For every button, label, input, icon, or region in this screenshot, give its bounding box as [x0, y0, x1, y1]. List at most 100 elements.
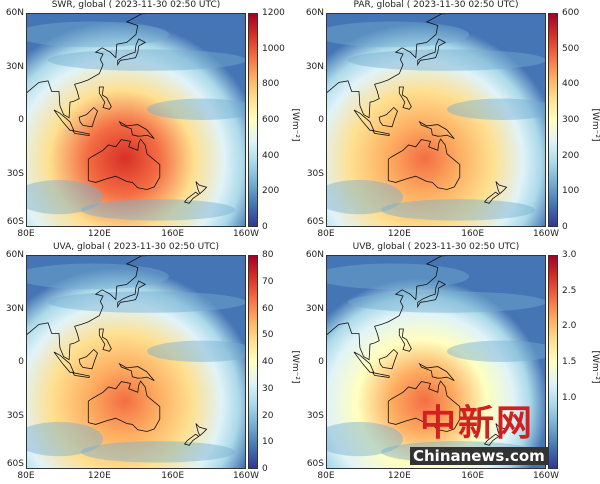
new-zealand-north-outline	[495, 181, 508, 195]
panel-title: UVA, global ( 2023-11-30 02:50 UTC)	[52, 242, 220, 252]
cloud-band	[326, 421, 403, 457]
y-tick-label: 30N	[305, 303, 324, 314]
cloud-band	[326, 21, 469, 48]
java-outline	[371, 130, 390, 136]
y-tick-label: 60S	[6, 459, 24, 469]
x-tick-label: 120E	[387, 471, 411, 481]
colorbar-tick-label: 70	[262, 276, 274, 287]
java-outline	[71, 130, 90, 136]
watermark-logo: 中新网	[420, 402, 535, 444]
y-tick-label: 30S	[6, 168, 24, 179]
x-tick-label: 80E	[317, 229, 335, 239]
colorbar-tick-label: 1.5	[562, 357, 577, 367]
y-tick-label: 30N	[305, 61, 324, 72]
cloud-band	[48, 291, 246, 313]
new-zealand-south-outline	[183, 191, 200, 204]
colorbar	[548, 255, 558, 469]
map-panel-uvb: UVB, global ( 2023-11-30 02:50 UTC) 1.0 1.…	[300, 242, 600, 484]
colorbar-tick-label: 600	[562, 8, 580, 18]
borneo-outline	[378, 348, 398, 370]
java-outline	[71, 372, 90, 378]
colorbar	[248, 13, 258, 227]
map-frame	[26, 13, 246, 227]
x-tick-label: 160E	[461, 471, 485, 481]
colorbar-tick-label: 10	[262, 437, 274, 448]
x-tick-label: 80E	[17, 471, 35, 481]
x-tick-label: 80E	[17, 229, 35, 239]
colorbar-tick-label: 300	[562, 115, 580, 125]
irradiance-field	[26, 255, 246, 469]
x-tick-label: 160W	[232, 229, 260, 239]
map-frame	[26, 255, 246, 469]
colorbar-tick-label: 40	[262, 357, 274, 367]
x-tick-label: 160E	[461, 229, 485, 239]
japan-outline	[417, 38, 447, 67]
x-tick-label: 120E	[387, 229, 411, 239]
colorbar-tick-label: 20	[262, 410, 274, 421]
new-guinea-outline	[118, 362, 155, 382]
colorbar-tick-label: 60	[262, 303, 274, 314]
colorbar-tick-label: 400	[262, 150, 280, 161]
australia-outline	[87, 138, 161, 190]
colorbar-tick-label: 1.0	[562, 392, 577, 403]
philippines-outline	[98, 328, 112, 352]
new-guinea-outline	[418, 362, 455, 382]
australia-outline	[87, 380, 161, 432]
colorbar-tick-label: 2.0	[562, 321, 577, 332]
map-frame	[326, 13, 546, 227]
y-tick-label: 0	[18, 115, 24, 125]
x-tick-label: 160W	[232, 471, 260, 481]
irradiance-field	[26, 13, 246, 227]
japan-outline	[117, 38, 147, 67]
cloud-band	[326, 263, 469, 290]
new-guinea-outline	[118, 120, 155, 140]
y-tick-label: 60S	[6, 217, 24, 227]
borneo-outline	[378, 106, 398, 128]
australia-outline	[387, 380, 461, 432]
y-tick-label: 30N	[5, 61, 24, 72]
cloud-band	[147, 340, 246, 362]
colorbar-tick-label: 800	[262, 79, 280, 90]
colorbar-tick-label: 1200	[262, 8, 285, 18]
map-plot	[26, 255, 246, 469]
sumatra-outline	[53, 351, 75, 373]
colorbar-tick-label: 1000	[262, 43, 285, 54]
map-panel-par: PAR, global ( 2023-11-30 02:50 UTC) 0 100 2…	[300, 0, 600, 242]
colorbar-tick-label: 50	[262, 330, 274, 341]
x-tick-label: 120E	[87, 471, 111, 481]
colorbar-tick-label: 30	[262, 383, 274, 394]
asia-coastline	[326, 255, 464, 361]
cloud-band	[326, 179, 403, 215]
colorbar-tick-label: 200	[562, 150, 580, 161]
panel-title: PAR, global ( 2023-11-30 02:50 UTC)	[353, 0, 519, 10]
map-panel-uva: UVA, global ( 2023-11-30 02:50 UTC) 0 10 20…	[0, 242, 300, 484]
panel-title: SWR, global ( 2023-11-30 02:50 UTC)	[51, 0, 221, 10]
map-frame	[326, 255, 546, 469]
irradiance-field	[326, 255, 546, 469]
colorbar-unit-label: [Wm⁻²]	[290, 108, 300, 142]
x-tick-label: 120E	[87, 229, 111, 239]
cloud-band	[26, 421, 103, 457]
colorbar	[548, 13, 558, 227]
sumatra-outline	[53, 109, 75, 131]
java-outline	[371, 372, 390, 378]
y-tick-label: 30S	[306, 168, 324, 179]
asia-coastline	[326, 13, 464, 119]
y-tick-label: 0	[18, 357, 24, 367]
cloud-band	[348, 291, 546, 313]
y-tick-label: 30S	[306, 410, 324, 421]
cloud-band	[26, 179, 103, 215]
colorbar-tick-label: 80	[262, 250, 274, 260]
asia-coastline	[26, 13, 164, 119]
new-zealand-south-outline	[183, 433, 200, 446]
cloud-band	[81, 441, 235, 463]
colorbar-unit-label: [Wm⁻²]	[590, 350, 600, 384]
y-tick-label: 60N	[305, 250, 324, 260]
cloud-band	[81, 199, 235, 221]
australia-outline	[387, 138, 461, 190]
philippines-outline	[398, 86, 412, 110]
philippines-outline	[98, 86, 112, 110]
cloud-band	[381, 199, 535, 221]
new-guinea-outline	[418, 120, 455, 140]
